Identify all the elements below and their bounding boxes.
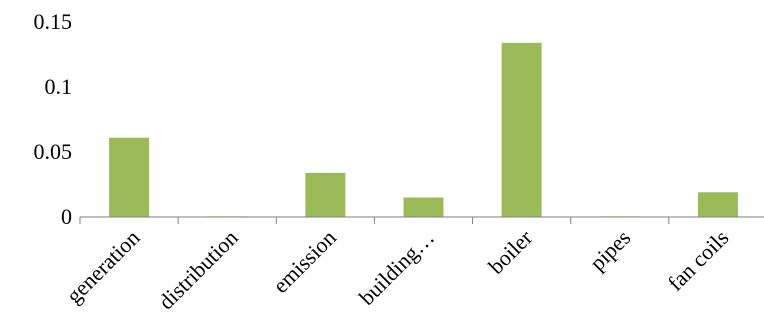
x-category-label: emission [268, 225, 341, 298]
x-category-label: pipes [585, 225, 636, 276]
y-tick-label: 0.15 [34, 9, 73, 34]
x-category-label: boiler [483, 224, 537, 278]
x-category-label: building… [354, 225, 439, 310]
bar [502, 43, 542, 217]
bars-group [109, 43, 738, 217]
x-category-label: distribution [153, 225, 242, 314]
x-category-label: fan coils [663, 225, 734, 296]
y-tick-label: 0 [61, 204, 72, 229]
y-axis-ticks: 0 0.05 0.1 0.15 [34, 9, 73, 229]
bar [305, 173, 345, 217]
x-axis-labels: generation distribution emission building… b… [61, 224, 733, 314]
bar [109, 138, 149, 217]
x-category-label: generation [61, 225, 144, 308]
y-tick-label: 0.1 [45, 74, 73, 99]
bar [404, 198, 444, 218]
y-tick-label: 0.05 [34, 139, 73, 164]
bar [698, 192, 738, 217]
x-axis [80, 217, 764, 224]
